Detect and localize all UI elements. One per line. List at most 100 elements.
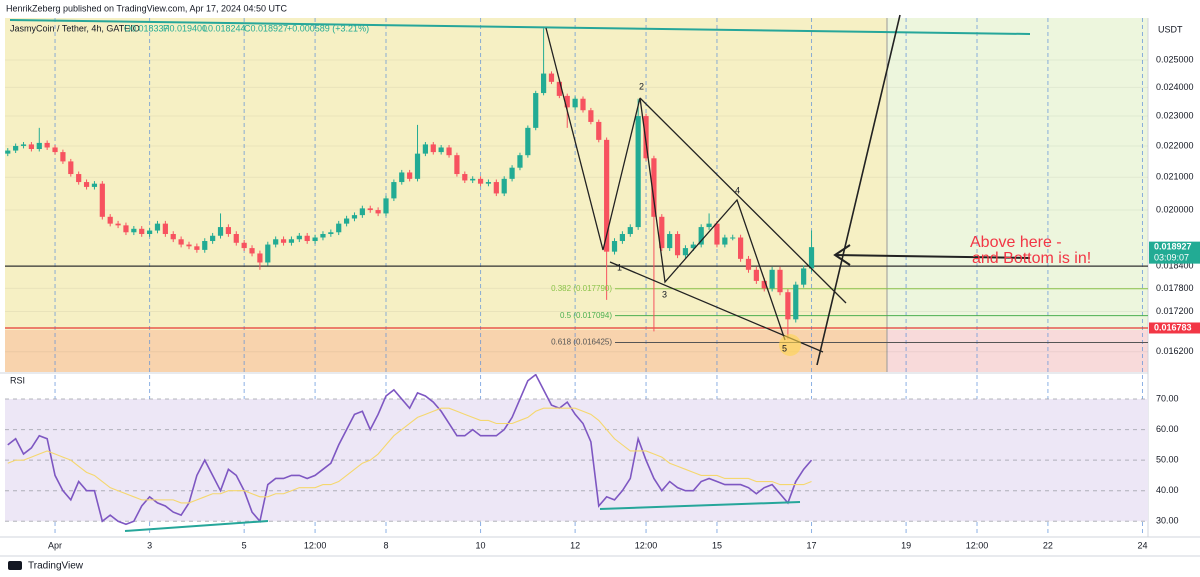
candle-body — [115, 223, 121, 226]
candle-body — [541, 73, 547, 94]
candle-body — [399, 172, 405, 183]
candle-body — [611, 241, 618, 252]
y-tick-label: 50.00 — [1156, 455, 1179, 465]
y-tick-label: 70.00 — [1156, 393, 1179, 403]
candle-body — [801, 268, 807, 285]
zone-pink — [887, 330, 1148, 372]
candle-body — [162, 223, 168, 235]
candle-body — [296, 235, 302, 240]
candle-body — [730, 237, 736, 239]
y-tick-label: 0.016200 — [1156, 346, 1194, 356]
candle-body — [407, 172, 413, 179]
candle-body — [13, 145, 19, 151]
y-tick-label: 0.023000 — [1156, 110, 1194, 120]
candle-body — [470, 178, 476, 181]
candle-body — [210, 235, 216, 242]
candle-body — [383, 198, 389, 214]
candle-body — [651, 158, 657, 217]
candle-body — [430, 144, 436, 153]
candle-body — [533, 93, 539, 128]
candle-body — [698, 227, 704, 245]
candle-body — [343, 218, 350, 224]
candle-body — [146, 230, 153, 235]
candle-body — [556, 81, 562, 96]
zone-yellow — [5, 18, 887, 330]
candle-body — [288, 239, 295, 243]
y-tick-label: 30.00 — [1156, 516, 1179, 526]
zone-green — [887, 18, 1148, 330]
candle-body — [619, 234, 626, 242]
wave-label: 5 — [782, 343, 787, 353]
candle-body — [635, 116, 641, 228]
candle-body — [627, 227, 633, 235]
y-tick-label: 0.020000 — [1156, 204, 1194, 214]
candle-body — [52, 147, 58, 153]
trendline — [9, 19, 1031, 35]
candle-body — [517, 155, 523, 168]
candle-body — [777, 269, 783, 293]
candle-body — [714, 223, 720, 245]
candle-body — [438, 147, 444, 153]
candle-body — [367, 208, 373, 211]
candle-body — [5, 150, 11, 154]
legend-low: L0.018244 — [203, 23, 246, 33]
candle-body — [761, 280, 767, 289]
arrow — [834, 254, 1031, 259]
candle-body — [202, 241, 208, 250]
currency: USDT — [1158, 24, 1183, 34]
candle-body — [643, 116, 649, 159]
wave-label: 2 — [639, 81, 644, 91]
fib-label: 0.382 (0.017790) — [551, 284, 612, 293]
x-tick-label: 12:00 — [966, 540, 989, 550]
candle-body — [564, 95, 570, 108]
candle-body — [391, 182, 397, 199]
wedge-upper — [639, 97, 847, 304]
y-tick-label: 0.017800 — [1156, 283, 1194, 293]
x-tick-label: 17 — [807, 540, 817, 550]
candle-body — [604, 139, 610, 252]
x-tick-label: 3 — [147, 540, 152, 550]
candle-body — [509, 167, 515, 179]
highlight — [779, 334, 801, 356]
candle-body — [477, 178, 484, 184]
candle-body — [753, 269, 759, 281]
candle-body — [139, 228, 145, 235]
x-tick-label: 12 — [570, 540, 580, 550]
candle-body — [131, 228, 137, 233]
x-tick-label: 10 — [476, 540, 486, 550]
candle-body — [722, 237, 728, 245]
wave-line — [545, 27, 786, 341]
candle-body — [375, 210, 381, 214]
price-tag-label: 0.016783 — [1154, 322, 1192, 332]
x-tick-label: Apr — [48, 540, 62, 550]
candle-body — [351, 215, 358, 219]
rsi-line — [7, 407, 812, 504]
y-tick-label: 0.021000 — [1156, 172, 1194, 182]
candle-body — [280, 239, 287, 243]
candle-body — [186, 244, 192, 247]
candle-body — [233, 234, 239, 243]
x-tick-label: 12:00 — [304, 540, 327, 550]
candle-body — [320, 234, 326, 238]
candle-body — [36, 142, 42, 150]
candle-body — [178, 239, 184, 245]
candle-body — [808, 247, 815, 269]
candle-body — [738, 237, 744, 259]
price-tag — [1149, 241, 1200, 264]
candle-body — [217, 227, 224, 236]
candle-body — [501, 178, 507, 194]
y-tick-label: 0.017200 — [1156, 306, 1194, 316]
candle-body — [548, 73, 555, 82]
drawings — [9, 14, 1031, 532]
candle-body — [659, 216, 665, 249]
candle-body — [225, 227, 231, 235]
candle-body — [28, 144, 34, 150]
fib-label: 0.618 (0.016425) — [551, 338, 612, 347]
candle-body — [304, 235, 310, 242]
candle-body — [785, 292, 791, 320]
y-tick-label: 0.018400 — [1156, 261, 1194, 271]
candle-body — [241, 242, 247, 249]
legend-close: C0.018927 — [244, 23, 288, 33]
candle-body — [454, 155, 460, 175]
